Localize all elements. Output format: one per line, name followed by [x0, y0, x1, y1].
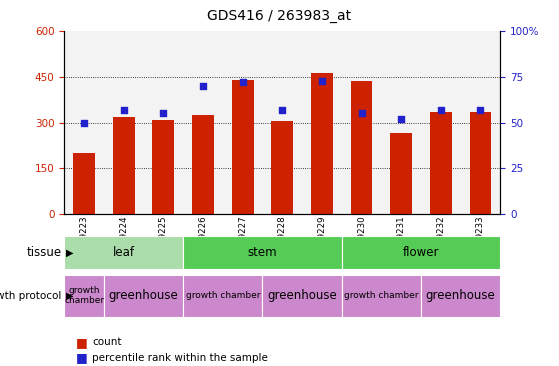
Point [437, 107, 446, 113]
Point [238, 79, 247, 85]
Text: growth protocol: growth protocol [0, 291, 61, 300]
Text: growth
chamber: growth chamber [64, 286, 104, 305]
Point [318, 78, 326, 83]
Text: count: count [92, 337, 122, 347]
Bar [64, 31, 104, 214]
Point [159, 111, 168, 116]
Bar [350, 82, 372, 214]
Bar [263, 31, 302, 214]
Text: GDS416 / 263983_at: GDS416 / 263983_at [207, 9, 352, 23]
Bar [311, 73, 333, 214]
Bar [183, 274, 263, 317]
Bar [104, 31, 144, 214]
Text: growth chamber: growth chamber [344, 291, 419, 300]
Point [397, 116, 406, 122]
Text: growth chamber: growth chamber [186, 291, 260, 300]
Bar [421, 31, 461, 214]
Text: greenhouse: greenhouse [426, 289, 495, 302]
Bar [113, 116, 135, 214]
Bar [64, 236, 183, 269]
Bar [342, 274, 421, 317]
Text: flower: flower [403, 246, 439, 259]
Text: leaf: leaf [113, 246, 135, 259]
Text: ▶: ▶ [66, 247, 73, 258]
Bar [430, 112, 452, 214]
Text: greenhouse: greenhouse [267, 289, 337, 302]
Bar [192, 115, 214, 214]
Text: greenhouse: greenhouse [108, 289, 178, 302]
Bar [342, 236, 500, 269]
Bar [470, 112, 491, 214]
Bar [232, 80, 254, 214]
Text: percentile rank within the sample: percentile rank within the sample [92, 353, 268, 363]
Text: ▶: ▶ [66, 291, 73, 300]
Bar [73, 153, 95, 214]
Bar [183, 236, 342, 269]
Bar [272, 121, 293, 214]
Text: ■: ■ [75, 351, 87, 365]
Text: stem: stem [248, 246, 277, 259]
Bar [461, 31, 500, 214]
Point [278, 107, 287, 113]
Point [198, 83, 207, 89]
Bar [381, 31, 421, 214]
Bar [223, 31, 263, 214]
Bar [390, 133, 412, 214]
Text: ■: ■ [75, 336, 87, 349]
Bar [183, 31, 223, 214]
Bar [302, 31, 342, 214]
Bar [64, 274, 104, 317]
Text: tissue: tissue [26, 246, 61, 259]
Bar [153, 120, 174, 214]
Bar [421, 274, 500, 317]
Point [357, 111, 366, 116]
Point [79, 120, 88, 126]
Bar [342, 31, 381, 214]
Bar [104, 274, 183, 317]
Point [119, 107, 128, 113]
Bar [263, 274, 342, 317]
Point [476, 107, 485, 113]
Bar [144, 31, 183, 214]
